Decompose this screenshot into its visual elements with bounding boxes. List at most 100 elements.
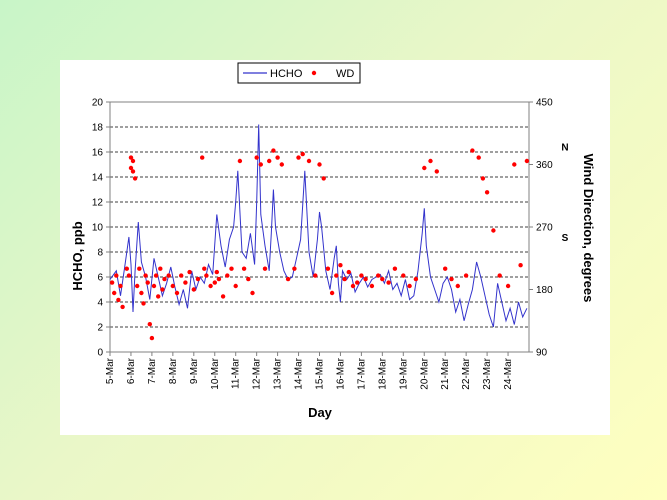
wd-point [329,290,335,296]
wd-point [296,155,301,160]
wd-point [149,335,155,341]
wd-point [313,273,318,278]
wd-point [187,269,192,275]
x-tick-label: 17-Mar [356,357,367,389]
x-axis-title: Day [308,405,333,420]
wd-point [158,266,163,271]
wd-point [132,176,138,181]
wd-point [145,280,150,285]
wd-point [275,155,280,160]
wd-point [463,273,469,278]
wd-point [204,273,209,278]
wd-point [321,176,326,181]
x-tick-label: 15-Mar [315,357,326,389]
wd-point [524,158,530,164]
x-tick-label: 19-Mar [398,357,409,389]
wd-point [422,165,427,171]
wd-point [359,273,364,278]
wd-point [151,283,157,289]
wd-point [317,162,322,167]
x-tick-label: 8-Mar [168,357,179,384]
y2-tick-label: 270 [536,223,553,234]
wd-point [137,266,142,271]
wd-point [350,283,356,289]
wd-point [124,266,129,271]
wd-point [143,273,148,278]
wd-point [434,169,439,174]
wd-point [250,290,255,296]
wd-point [449,276,454,282]
wd-point [130,169,136,174]
wd-point [233,283,238,289]
y2-tick-label: 450 [536,98,553,109]
wd-point [208,283,213,289]
y-tick-label: 12 [92,198,104,209]
y2-axis-title: Wind Direction, degrees [581,154,596,303]
wd-point [153,273,159,278]
x-tick-label: 9-Mar [189,357,200,384]
wd-point [229,266,234,271]
wd-point [109,280,115,285]
wd-point [300,151,305,157]
wd-point [512,162,517,167]
wd-point [225,273,230,278]
wd-point [292,266,297,271]
x-tick-label: 13-Mar [273,357,284,389]
wd-point [334,273,339,278]
wd-point [306,158,312,164]
y-tick-label: 14 [92,173,104,184]
wd-point [285,276,291,282]
legend: HCHO WD [237,62,361,84]
x-tick-label: 6-Mar [126,357,137,384]
chart-card: 0 2 4 6 8 10 12 14 16 18 20 90 180 270 360 450 5-Mar 6-… [60,60,610,435]
series-line-hcho [109,124,528,328]
wd-point [212,280,217,285]
wd-point [118,283,123,289]
wd-point [241,266,247,271]
wd-point [135,283,140,289]
wd-point [254,155,259,160]
y-tick-label: 6 [97,273,103,284]
left-axis-ticks: 0 2 4 6 8 10 12 14 16 18 20 [92,98,110,359]
y-tick-label: 2 [97,323,103,334]
wd-point [258,162,263,167]
legend-box [237,62,361,84]
y-tick-label: 20 [92,98,104,109]
wd-point [346,269,351,275]
x-axis-ticks: 5-Mar 6-Mar 7-Mar 8-Mar 9-Mar 10-Mar 11-Mar 12-… [105,352,514,390]
x-tick-label: 21-Mar [440,357,451,389]
wd-point [355,280,360,285]
wd-point [386,280,391,285]
wd-point [401,273,406,278]
wd-point [376,273,381,278]
north-marker: N [561,143,568,154]
wd-point [114,273,119,278]
wd-point [338,263,343,268]
wd-point [195,276,201,282]
y2-tick-label: 360 [536,160,553,171]
wd-point [267,158,272,164]
combo-chart: 0 2 4 6 8 10 12 14 16 18 20 90 180 270 360 450 5-Mar 6-… [70,62,596,420]
legend-hcho-label: HCHO [270,68,303,80]
legend-wd-label: WD [336,68,354,80]
y-tick-label: 16 [92,148,104,159]
wd-point [443,266,448,271]
wd-point [116,297,121,303]
wd-point [162,276,167,282]
wd-point [214,269,219,275]
wd-point [271,148,276,153]
wd-point [220,294,226,299]
wd-point [237,158,243,164]
wd-point [363,276,368,282]
wd-point [112,290,117,296]
wd-point [497,273,502,278]
wd-point [480,176,486,181]
x-tick-label: 7-Mar [147,357,158,384]
x-tick-label: 16-Mar [335,357,346,389]
wd-point [505,283,511,289]
y-tick-label: 10 [92,223,104,234]
x-tick-label: 5-Mar [105,357,116,384]
wd-point [392,266,398,271]
gridlines [110,126,529,328]
wd-point [130,158,136,164]
